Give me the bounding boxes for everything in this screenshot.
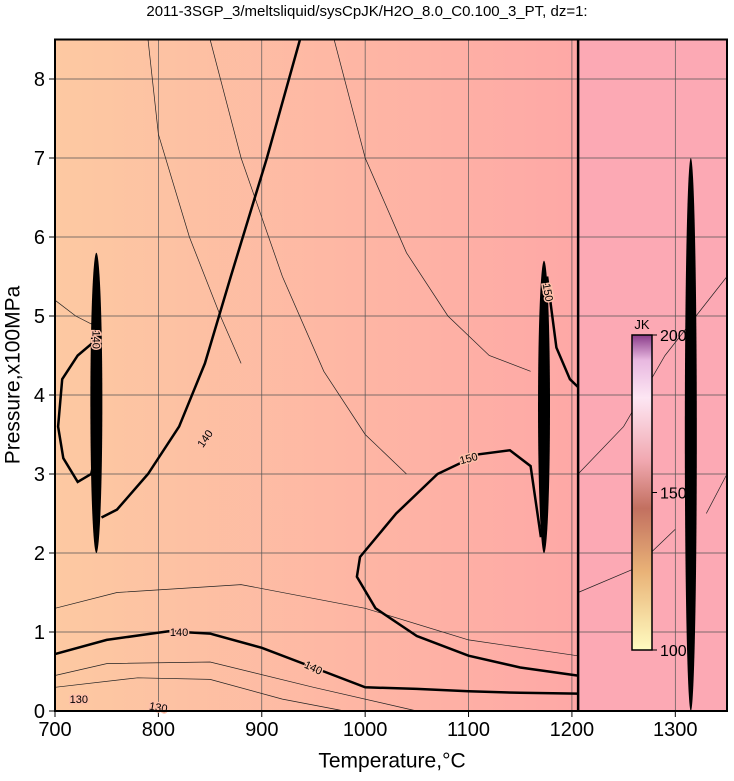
thin-contour (209, 39, 407, 475)
contour-label: 140 (170, 627, 188, 639)
y-tick-label: 6 (34, 227, 45, 249)
thick-contour (545, 276, 579, 389)
contour-label: 140 (89, 331, 101, 349)
contour-label: 150 (540, 282, 555, 302)
thin-contour (705, 473, 728, 514)
y-axis-label: Pressure,x100MPa (2, 285, 25, 464)
thin-contour (54, 677, 345, 712)
background-left (55, 39, 579, 711)
thick-contour (56, 338, 98, 484)
x-tick-label: 900 (245, 719, 278, 741)
x-tick-label: 700 (38, 719, 71, 741)
contour-spike (90, 252, 103, 553)
y-tick-label: 0 (34, 701, 45, 723)
thin-contour (333, 39, 531, 372)
colorbar-tick-label: 100 (660, 643, 687, 660)
x-tick-label: 1300 (653, 719, 698, 741)
chart-title: 2011-3SGP_3/meltsliquid/sysCpJK/H2O_8.0_… (146, 3, 587, 20)
contour-spike (538, 260, 551, 553)
x-axis-label: Temperature,°C (318, 750, 465, 773)
contour-label: 130 (148, 701, 168, 716)
thin-contour (147, 39, 242, 364)
y-tick-label: 7 (34, 148, 45, 170)
colorbar-tick-label: 200 (660, 328, 687, 345)
y-tick-label: 5 (34, 306, 45, 328)
thick-contour (355, 448, 578, 677)
y-tick-label: 3 (34, 464, 45, 486)
contour-label: 130 (70, 694, 88, 706)
colorbar (631, 334, 653, 651)
x-tick-label: 1000 (343, 719, 388, 741)
colorbar-tick-label: 150 (660, 486, 687, 503)
y-tick-label: 2 (34, 543, 45, 565)
y-tick-label: 8 (34, 69, 45, 91)
x-tick-label: 800 (142, 719, 175, 741)
y-tick-label: 4 (34, 385, 45, 407)
colorbar-label: JK (634, 317, 650, 332)
thin-contour (54, 584, 578, 657)
x-tick-label: 1200 (550, 719, 595, 741)
x-tick-label: 1100 (447, 719, 490, 741)
thick-contour (100, 39, 302, 519)
thick-contour (54, 629, 578, 695)
y-tick-label: 1 (34, 622, 45, 644)
plot-frame (54, 38, 728, 712)
contour-spike (684, 158, 697, 711)
thin-contour (54, 661, 417, 712)
